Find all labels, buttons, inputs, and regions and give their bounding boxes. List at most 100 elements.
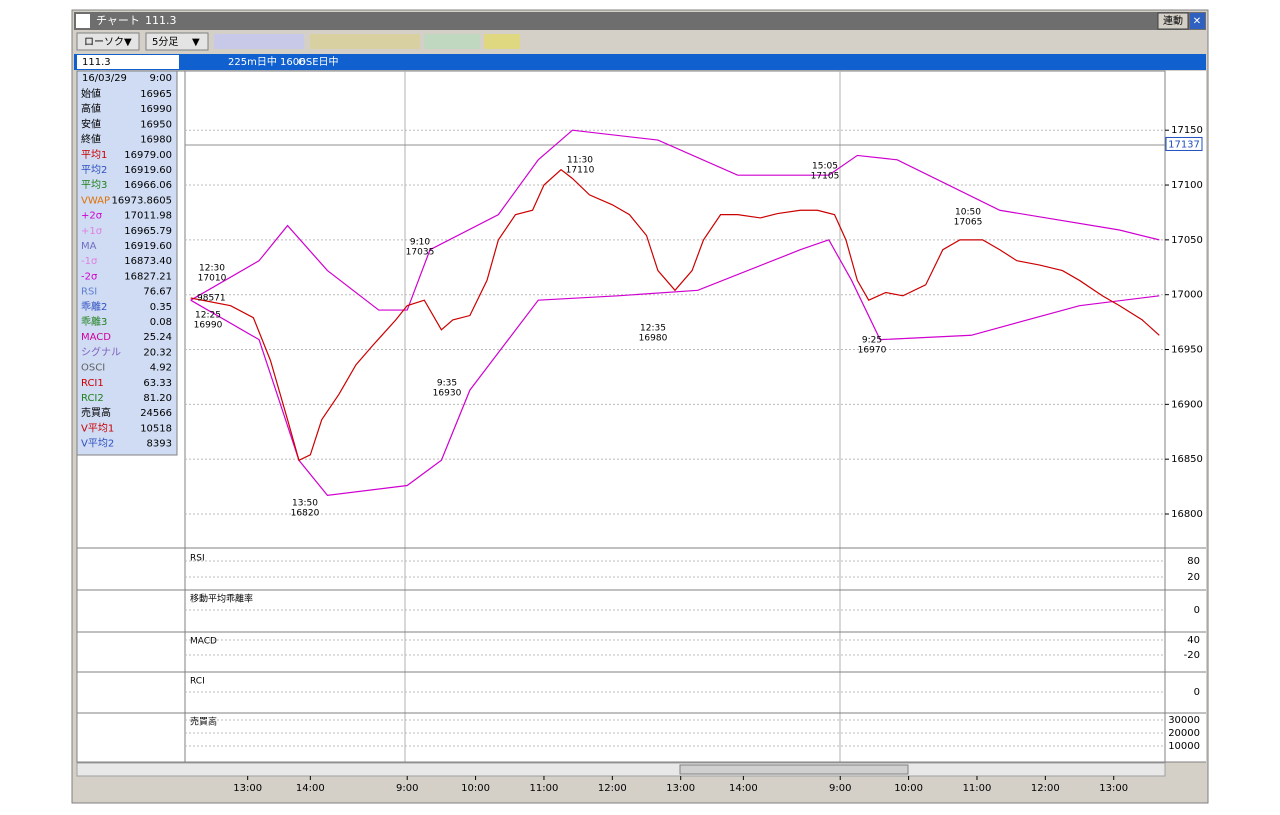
info-label: V平均2 — [81, 438, 114, 450]
annotation-price: 16970 — [858, 346, 887, 356]
info-label: 乖離3 — [81, 315, 107, 328]
info-label: -2σ — [81, 271, 98, 282]
annotation-time: 9:10 — [410, 238, 430, 248]
info-label: シグナル — [81, 345, 121, 358]
tool-group[interactable] — [484, 34, 520, 49]
info-label: MA — [81, 241, 97, 252]
x-tick-label: 13:00 — [1099, 783, 1128, 794]
x-tick-label: 11:00 — [530, 783, 559, 794]
info-label: 平均2 — [81, 164, 107, 176]
scroll-thumb[interactable] — [679, 764, 909, 775]
info-time: 9:00 — [150, 73, 172, 84]
close-button[interactable] — [1190, 13, 1205, 29]
y-tick-label: 16800 — [1171, 509, 1203, 520]
info-label: 乖離2 — [81, 300, 107, 313]
annotation-price: 16980 — [639, 334, 668, 344]
subpanel-tick: 80 — [1187, 556, 1200, 567]
subpanel-label: MACD — [190, 637, 217, 647]
subpanel-tick: 20 — [1187, 572, 1200, 583]
price-axis — [1165, 71, 1206, 762]
code-box[interactable] — [77, 55, 179, 69]
window-code: 111.3 — [145, 14, 177, 27]
x-tick-label: 11:00 — [963, 783, 992, 794]
info-value: 16919.60 — [124, 241, 172, 252]
subpanel-tick: 10000 — [1168, 741, 1200, 752]
annotation-time: 10:50 — [955, 208, 981, 218]
tool-group[interactable] — [424, 34, 480, 49]
dropdown-arrow: ▼ — [192, 37, 200, 48]
app-icon — [76, 14, 90, 28]
annotation-price: 17035 — [406, 248, 435, 258]
chart-type-select[interactable] — [76, 32, 140, 51]
tool-group[interactable] — [214, 34, 304, 49]
info-value: 10518 — [140, 423, 172, 434]
close-icon: ✕ — [1193, 16, 1201, 27]
info-label: +2σ — [81, 211, 103, 222]
last-price-box — [1165, 136, 1203, 151]
info-label: 売買高 — [81, 406, 111, 419]
window-title: チャート — [96, 14, 140, 27]
annotation-price: 17010 — [198, 274, 227, 284]
annotation-price: 17105 — [811, 172, 840, 182]
toolbar-icons — [214, 34, 520, 49]
cursor-label: 98571 — [197, 294, 226, 304]
info-value: 16990 — [140, 104, 172, 115]
info-label: RCI2 — [81, 393, 104, 404]
chart-area — [76, 70, 1166, 763]
info-value: 8393 — [147, 439, 172, 450]
info-session: OSE日中 — [298, 55, 339, 68]
info-value: 16980 — [140, 135, 172, 146]
info-label: OSCI — [81, 363, 105, 374]
info-label: 安値 — [81, 117, 101, 130]
interval-select[interactable] — [145, 32, 209, 51]
annotation-time: 15:05 — [812, 162, 838, 172]
price-line — [190, 129, 1160, 311]
annotation-time: 9:35 — [437, 379, 457, 389]
sync-label: 連動 — [1163, 14, 1183, 27]
annotation-price: 17065 — [954, 218, 983, 228]
info-label: 平均3 — [81, 179, 107, 191]
annotation-price: 16990 — [194, 321, 223, 331]
subpanel-tick: 40 — [1187, 635, 1200, 646]
subpanel-label: RSI — [190, 554, 205, 564]
info-bar — [74, 54, 1206, 70]
y-tick-label: 17000 — [1171, 290, 1203, 301]
info-label: 平均1 — [81, 149, 107, 161]
subpanel-tick: 0 — [1194, 605, 1200, 616]
subpanel-label: 移動平均乖離率 — [190, 593, 253, 605]
x-tick-label: 12:00 — [598, 783, 627, 794]
info-value: 17011.98 — [124, 211, 172, 222]
info-label: 始値 — [81, 87, 101, 100]
x-tick-label: 13:00 — [233, 783, 262, 794]
x-tick-label: 9:00 — [829, 783, 851, 794]
x-tick-label: 10:00 — [894, 783, 923, 794]
info-value: 0.35 — [150, 302, 172, 313]
last-price: 17137 — [1168, 139, 1200, 150]
sync-button[interactable] — [1157, 12, 1189, 30]
info-label: RSI — [81, 287, 97, 298]
subpanel-tick: 30000 — [1168, 715, 1200, 726]
info-value: 24566 — [140, 408, 172, 419]
info-code: 111.3 — [82, 57, 111, 68]
tool-group[interactable] — [310, 34, 420, 49]
subpanel-tick: -20 — [1184, 650, 1200, 661]
x-tick-label: 12:00 — [1031, 783, 1060, 794]
info-value: 16979.00 — [124, 150, 172, 161]
title-bar — [74, 12, 1206, 30]
x-tick-label: 14:00 — [729, 783, 758, 794]
y-tick-label: 16900 — [1171, 399, 1203, 410]
scrollbar[interactable] — [76, 762, 1166, 777]
x-tick-label: 14:00 — [296, 783, 325, 794]
info-label: -1σ — [81, 256, 98, 267]
info-label: 高値 — [81, 102, 101, 115]
info-value: 63.33 — [143, 378, 172, 389]
info-value: 16919.60 — [124, 165, 172, 176]
subpanel-tick: 20000 — [1168, 728, 1200, 739]
subpanel-label: 売買高 — [190, 716, 217, 728]
annotation-price: 16930 — [433, 389, 462, 399]
y-tick-label: 17050 — [1171, 235, 1203, 246]
info-value: 0.08 — [150, 317, 172, 328]
info-date: 16/03/29 — [82, 73, 127, 84]
y-tick-label: 16850 — [1171, 454, 1203, 465]
